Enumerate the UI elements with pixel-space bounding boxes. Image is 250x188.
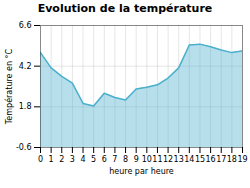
- svg-text:19: 19: [237, 155, 247, 164]
- svg-text:-0.6: -0.6: [16, 143, 32, 152]
- html-text:Evolution de la température: Evolution de la température: [37, 2, 213, 15]
- svg-text:12: 12: [163, 155, 173, 164]
- svg-text:4.2: 4.2: [19, 62, 32, 71]
- svg-text:heure par heure: heure par heure: [109, 167, 174, 176]
- svg-text:4: 4: [80, 155, 85, 164]
- svg-text:17: 17: [216, 155, 226, 164]
- svg-text:1: 1: [49, 155, 54, 164]
- svg-text:Température en °C: Température en °C: [4, 48, 14, 125]
- svg-text:9: 9: [134, 155, 139, 164]
- svg-text:18: 18: [227, 155, 237, 164]
- svg-text:3: 3: [70, 155, 75, 164]
- svg-text:13: 13: [174, 155, 184, 164]
- svg-text:5: 5: [91, 155, 96, 164]
- svg-text:2: 2: [59, 155, 64, 164]
- svg-text:6: 6: [102, 155, 107, 164]
- svg-text:7: 7: [112, 155, 117, 164]
- svg-text:11: 11: [152, 155, 162, 164]
- svg-text:1.8: 1.8: [19, 102, 32, 111]
- svg-text:0: 0: [38, 155, 43, 164]
- svg-text:14: 14: [184, 155, 194, 164]
- svg-text:8: 8: [123, 155, 128, 164]
- svg-text:15: 15: [195, 155, 205, 164]
- svg-text:6.6: 6.6: [19, 21, 32, 30]
- svg-text:10: 10: [142, 155, 152, 164]
- svg-text:16: 16: [206, 155, 216, 164]
